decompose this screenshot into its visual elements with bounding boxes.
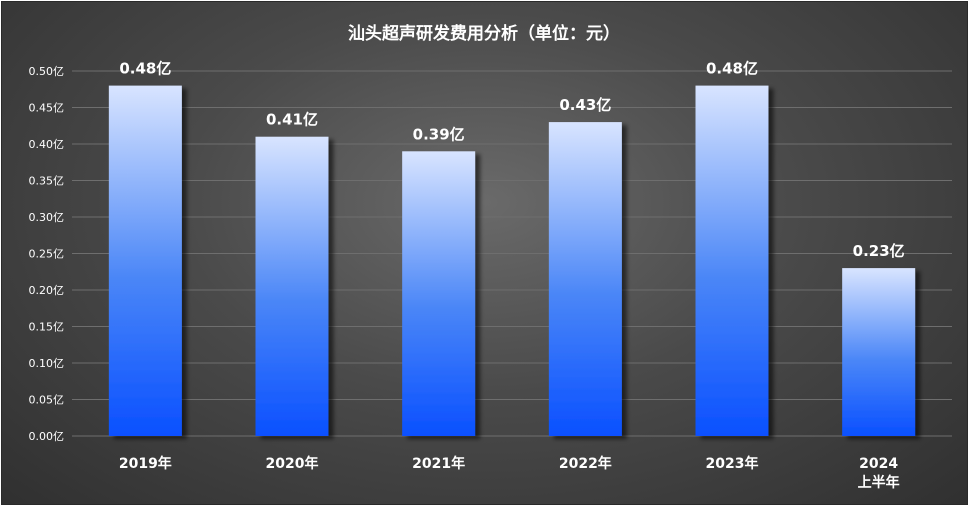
bar	[842, 268, 916, 436]
data-label: 0.43亿	[559, 96, 611, 114]
x-tick-label: 2020年	[266, 455, 319, 472]
y-tick-label: 0.05亿	[29, 394, 65, 407]
bar	[255, 136, 329, 436]
x-tick-label: 2021年	[412, 455, 465, 472]
y-tick-label: 0.40亿	[29, 138, 65, 151]
y-tick-label: 0.50亿	[29, 65, 65, 78]
bar	[402, 151, 476, 437]
y-tick-label: 0.10亿	[29, 357, 65, 370]
grid-layer	[72, 70, 952, 437]
data-labels: 0.48亿 0.41亿 0.39亿 0.43亿 0.48亿 0.23亿	[119, 60, 904, 261]
data-label: 0.48亿	[706, 60, 758, 78]
x-axis-ticks: 2019年 2020年 2021年 2022年 2023年 2024 上半年	[119, 455, 900, 491]
bar	[548, 122, 622, 436]
x-tick-label: 2024 上半年	[858, 456, 900, 491]
y-tick-label: 0.15亿	[29, 321, 65, 334]
bar	[108, 85, 182, 436]
bars	[108, 85, 916, 437]
x-tick-label: 2022年	[559, 455, 612, 472]
chart-title: 汕头超声研发费用分析（单位：元）	[348, 23, 620, 44]
x-tick-label: 2023年	[706, 455, 759, 472]
data-label: 0.39亿	[413, 125, 465, 143]
y-axis-ticks: 0.00亿 0.05亿 0.10亿 0.15亿 0.20亿 0.25亿 0.30亿 0.35亿…	[29, 65, 65, 443]
data-label: 0.41亿	[266, 111, 318, 129]
data-label: 0.48亿	[119, 60, 171, 78]
y-tick-label: 0.35亿	[29, 175, 65, 188]
x-tick-label: 2019年	[119, 455, 172, 472]
y-tick-label: 0.25亿	[29, 248, 65, 261]
y-tick-label: 0.45亿	[29, 102, 65, 115]
y-tick-label: 0.30亿	[29, 211, 65, 224]
bar	[695, 85, 769, 436]
y-tick-label: 0.20亿	[29, 284, 65, 297]
y-tick-label: 0.00亿	[29, 430, 65, 443]
data-label: 0.23亿	[853, 242, 905, 260]
